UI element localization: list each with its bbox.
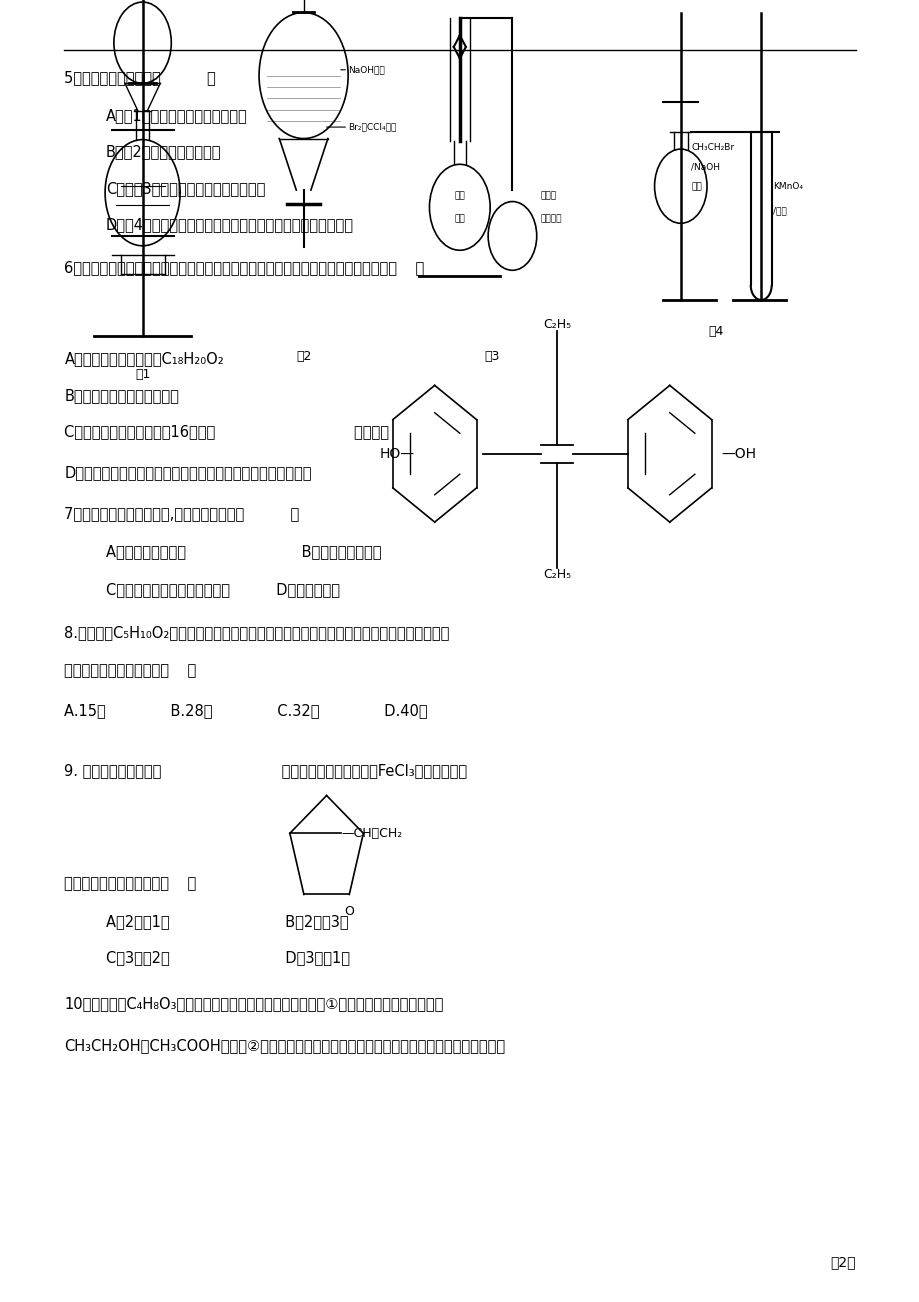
Text: C．3种和2种                         D．3种和1种: C．3种和2种 D．3种和1种 (106, 950, 349, 966)
Text: 碳酸钠: 碳酸钠 (540, 191, 556, 201)
Text: 乙酸: 乙酸 (454, 215, 465, 223)
Text: A．2种和1种                         B．2种和3种: A．2种和1种 B．2种和3种 (106, 914, 348, 930)
Text: NaOH溶液: NaOH溶液 (347, 65, 384, 74)
Text: /溶液: /溶液 (773, 207, 787, 215)
Text: D．已烯雌酚可发生加成、取代、氧化、加聚、酯化、硝化反应: D．已烯雌酚可发生加成、取代、氧化、加聚、酯化、硝化反应 (64, 465, 312, 480)
Text: A.15种              B.28种              C.32种              D.40种: A.15种 B.28种 C.32种 D.40种 (64, 703, 427, 719)
Text: CH₃CH₂OH或CH₃COOH反应；②在浓硫酸存在下，亦能脱水生成一种只存在一种结构形式，且能: CH₃CH₂OH或CH₃COOH反应；②在浓硫酸存在下，亦能脱水生成一种只存在一… (64, 1038, 505, 1053)
Text: /NaOH: /NaOH (690, 163, 720, 172)
Text: D．图4装置可以达到验证溴乙烷发生消去反应生成烯烃的目的: D．图4装置可以达到验证溴乙烷发生消去反应生成烯烃的目的 (106, 217, 354, 233)
Text: 10．分子式为C₄H₈O₃的有机物，在一定条件下具有下列性质①在浓硫酸存在下，能分别与: 10．分子式为C₄H₈O₃的有机物，在一定条件下具有下列性质①在浓硫酸存在下，能… (64, 996, 443, 1012)
Text: 8.分子式为C₅H₁₀O₂的有机物在酸性条件下可水解为酸和醇，若不考虑立体异构，这些醇和酸: 8.分子式为C₅H₁₀O₂的有机物在酸性条件下可水解为酸和醇，若不考虑立体异构，… (64, 625, 449, 641)
Text: 乙醇: 乙醇 (690, 182, 701, 191)
Text: －2－: －2－ (829, 1255, 855, 1269)
Text: C．用图3所示的实验装置制备乙酸乙酯: C．用图3所示的实验装置制备乙酸乙酯 (106, 181, 265, 197)
Text: Br₂的CCl₄溶液: Br₂的CCl₄溶液 (347, 122, 396, 132)
Text: 6．已烯雌酚是一种激素类药物，其结构简式如图所示。下列有关叙述中不正确的是（    ）: 6．已烯雌酚是一种激素类药物，其结构简式如图所示。下列有关叙述中不正确的是（ ） (64, 260, 425, 276)
Text: A．图1为实验室制备硝基苯的装置: A．图1为实验室制备硝基苯的装置 (106, 108, 247, 124)
Text: KMnO₄: KMnO₄ (773, 182, 802, 190)
Text: A．乙醛的银镜反应                         B．乙醛的燃烧反应: A．乙醛的银镜反应 B．乙醛的燃烧反应 (106, 544, 380, 560)
Text: C．乙醛与新制氢氧化铜的反应          D．乙醛制乙醇: C．乙醛与新制氢氧化铜的反应 D．乙醛制乙醇 (106, 582, 339, 598)
Text: —CH﹦CH₂: —CH﹦CH₂ (341, 827, 403, 840)
Text: —OH: —OH (720, 447, 755, 461)
Text: 图1: 图1 (135, 367, 150, 380)
Text: HO—: HO— (380, 447, 414, 461)
Text: C₂H₅: C₂H₅ (542, 568, 571, 581)
Text: 5．下列说法正确的是（          ）: 5．下列说法正确的是（ ） (64, 70, 216, 86)
Text: C₂H₅: C₂H₅ (542, 318, 571, 331)
Text: CH₃CH₂Br: CH₃CH₂Br (690, 142, 733, 151)
Text: B．图2中振荡后下层为无色: B．图2中振荡后下层为无色 (106, 145, 221, 160)
Text: 9. 某些芳香族化合物与                          互为同分异构体，其中与FeCl₃溶液混合后显: 9. 某些芳香族化合物与 互为同分异构体，其中与FeCl₃溶液混合后显 (64, 763, 467, 779)
Text: 重新组合可形成的酯共有（    ）: 重新组合可形成的酯共有（ ） (64, 663, 197, 678)
Text: 色和不显色的种类分别有（    ）: 色和不显色的种类分别有（ ） (64, 876, 197, 892)
Text: 饱和溶液: 饱和溶液 (540, 215, 562, 223)
Text: 图4: 图4 (708, 324, 722, 337)
Text: A．已烯雌酚的分子式为C₁₈H₂₀O₂: A．已烯雌酚的分子式为C₁₈H₂₀O₂ (64, 352, 224, 367)
Text: C．已烯雌酚分子中一定有16个碳原                              子共平面: C．已烯雌酚分子中一定有16个碳原 子共平面 (64, 424, 389, 440)
Text: 乙醇: 乙醇 (454, 191, 465, 201)
Text: 7．关于乙醛的下列反应中,乙醛被还原的是（          ）: 7．关于乙醛的下列反应中,乙醛被还原的是（ ） (64, 506, 300, 522)
Text: 图2: 图2 (296, 350, 311, 363)
Text: B．已烯雌酚为芳香族化合物: B．已烯雌酚为芳香族化合物 (64, 388, 179, 404)
Text: 图3: 图3 (484, 350, 499, 363)
Text: O: O (344, 905, 354, 918)
